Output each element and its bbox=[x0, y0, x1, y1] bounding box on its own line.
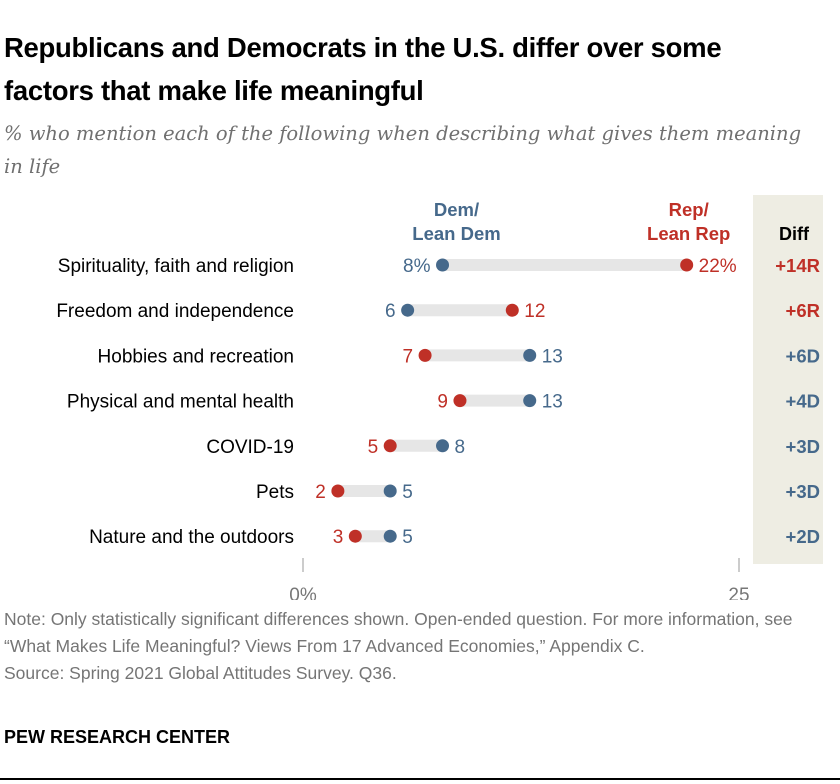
diff-value: +6D bbox=[786, 345, 820, 366]
diff-header: Diff bbox=[779, 224, 810, 244]
diff-value: +4D bbox=[786, 391, 820, 412]
legend-dem-line1: Dem/ bbox=[434, 199, 479, 220]
rep-dot bbox=[505, 303, 519, 317]
category-label: Spirituality, faith and religion bbox=[58, 256, 294, 277]
x-tick-label: 0% bbox=[289, 585, 317, 600]
legend-rep-line2: Lean Rep bbox=[647, 223, 730, 244]
dem-dot bbox=[436, 258, 450, 272]
diff-column-background bbox=[753, 195, 823, 564]
dem-value-label: 6 bbox=[385, 301, 396, 322]
rep-value-label: 5 bbox=[368, 437, 379, 458]
dem-dot bbox=[523, 394, 537, 408]
dem-dot bbox=[383, 529, 397, 543]
chart-subtitle: % who mention each of the following when… bbox=[4, 122, 802, 178]
dem-dot bbox=[523, 348, 537, 362]
diff-value: +14R bbox=[775, 255, 820, 276]
rep-value-label: 9 bbox=[437, 392, 448, 413]
dem-dot bbox=[401, 303, 415, 317]
diff-value: +2D bbox=[786, 526, 820, 547]
rep-value-label: 2 bbox=[315, 482, 326, 503]
rep-dot bbox=[331, 484, 345, 498]
x-tick-label: 25 bbox=[728, 585, 749, 600]
category-label: Freedom and independence bbox=[56, 301, 294, 322]
dem-dot bbox=[383, 484, 397, 498]
rep-dot bbox=[418, 348, 432, 362]
legend-dem-line2: Lean Dem bbox=[412, 223, 500, 244]
bottom-rule bbox=[0, 778, 840, 780]
pew-logo: PEW RESEARCH CENTER bbox=[4, 727, 231, 747]
rep-value-label: 22% bbox=[699, 256, 737, 277]
chart-title: Republicans and Democrats in the U.S. di… bbox=[4, 32, 722, 106]
rep-dot bbox=[680, 258, 694, 272]
diff-value: +3D bbox=[786, 436, 820, 457]
dem-value-label: 5 bbox=[402, 527, 413, 548]
category-label: Hobbies and recreation bbox=[98, 346, 294, 367]
legend-rep-line1: Rep/ bbox=[669, 199, 709, 220]
diff-value: +3D bbox=[786, 481, 820, 502]
dem-value-label: 13 bbox=[542, 346, 563, 367]
diff-value: +6R bbox=[786, 300, 820, 321]
dem-value-label: 8% bbox=[403, 256, 431, 277]
category-label: Physical and mental health bbox=[67, 392, 294, 413]
rep-value-label: 12 bbox=[524, 301, 545, 322]
source-text: Source: Spring 2021 Global Attitudes Sur… bbox=[4, 663, 397, 683]
rep-dot bbox=[383, 439, 397, 453]
rep-value-label: 3 bbox=[333, 527, 344, 548]
dem-value-label: 5 bbox=[402, 482, 413, 503]
category-label: COVID-19 bbox=[206, 437, 294, 458]
dem-dot bbox=[436, 439, 450, 453]
rep-dot bbox=[348, 529, 362, 543]
category-label: Pets bbox=[256, 482, 294, 503]
footnotes: Note: Only statistically significant dif… bbox=[4, 606, 804, 687]
dem-value-label: 8 bbox=[455, 437, 466, 458]
rep-value-label: 7 bbox=[403, 346, 414, 367]
category-label: Nature and the outdoors bbox=[89, 527, 294, 548]
rep-dot bbox=[453, 394, 467, 408]
note-text: Note: Only statistically significant dif… bbox=[4, 609, 793, 656]
dem-value-label: 13 bbox=[542, 392, 563, 413]
